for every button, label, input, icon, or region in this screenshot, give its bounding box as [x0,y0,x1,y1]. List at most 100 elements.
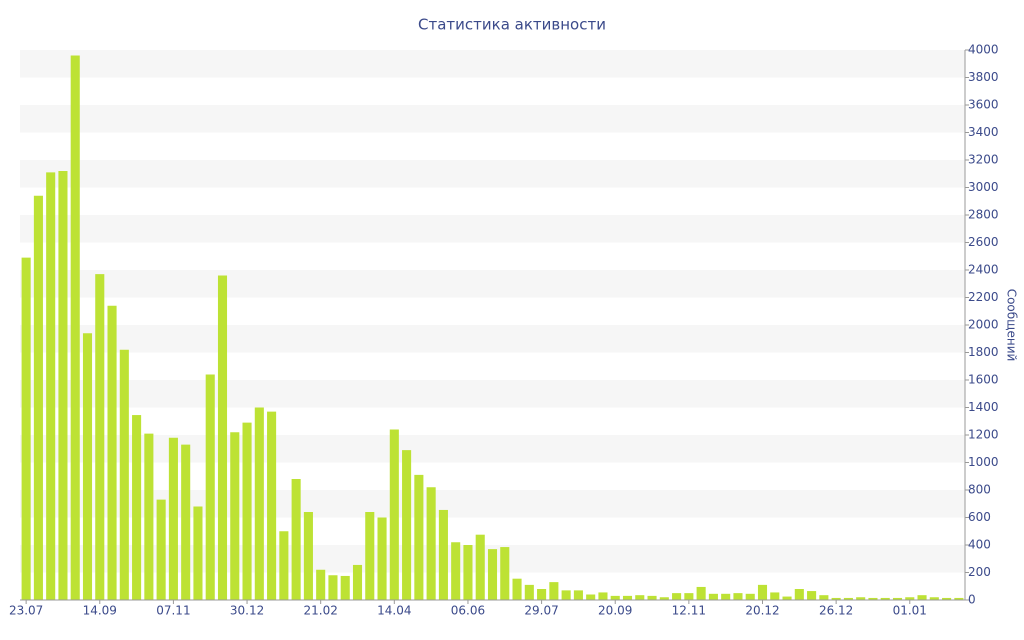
bar [267,411,277,600]
bar [291,479,301,600]
bar [463,545,473,600]
bar [684,593,694,600]
bar [340,575,350,600]
bar [635,595,645,600]
bar [659,597,669,600]
y-tick-label: 2600 [968,235,999,249]
bar [905,597,915,600]
bar [487,549,498,600]
y-tick-label: 3000 [968,180,999,194]
y-tick-label: 0 [968,593,976,607]
bar [929,597,939,600]
x-tick-label: 21.02 [304,604,338,618]
y-tick-label: 2800 [968,208,999,222]
bar [500,547,510,600]
y-tick-label: 400 [968,538,991,552]
bar [119,349,129,600]
bar [254,407,264,600]
grid-band [20,435,965,463]
x-tick-label: 07.11 [156,604,190,618]
y-tick-label: 800 [968,483,991,497]
y-tick-label: 1800 [968,345,999,359]
bar [193,506,203,600]
bar [573,590,583,600]
x-tick-label: 20.12 [745,604,779,618]
y-tick-label: 3800 [968,70,999,84]
bar [438,509,448,600]
bar [230,432,240,600]
y-tick-label: 4000 [968,43,999,57]
y-tick-label: 200 [968,565,991,579]
y-tick-label: 1200 [968,428,999,442]
bar [880,597,890,600]
bar [524,584,534,600]
bar [205,374,215,600]
y-tick-label: 2200 [968,290,999,304]
bar [46,172,56,600]
x-tick-label: 01.01 [893,604,927,618]
x-tick-label: 14.04 [377,604,411,618]
bar [696,586,706,600]
bar [168,437,178,600]
bar [586,594,596,600]
x-tick-label: 20.09 [598,604,632,618]
bar [279,531,289,600]
bar [954,597,964,600]
grid-band [20,325,965,353]
bar [807,591,817,600]
bar [561,590,571,600]
bar [610,595,620,600]
bar [377,517,387,600]
bar [58,171,68,600]
y-tick-label: 2400 [968,263,999,277]
bar [868,597,878,600]
grid-band [20,105,965,133]
bar [942,597,952,600]
bar [328,575,338,600]
bar [647,595,657,600]
bar [819,595,829,600]
bar [144,433,154,600]
x-tick-label: 23.07 [9,604,43,618]
bar [365,512,375,600]
bar [794,589,804,600]
bar [475,534,485,600]
bar [892,597,903,600]
y-tick-label: 600 [968,510,991,524]
bar [242,422,252,600]
bar [156,499,166,600]
y-tick-label: 1000 [968,455,999,469]
bar [389,429,399,600]
bar [70,55,80,600]
bar [843,597,853,600]
bar [21,257,31,600]
y-tick-label: 3600 [968,98,999,112]
bar [549,582,559,600]
grid-band [20,215,965,243]
y-tick-label: 2000 [968,318,999,332]
bar [95,274,105,600]
bar [512,578,522,600]
bar [537,589,547,600]
x-tick-label: 30.12 [230,604,264,618]
bar [451,542,461,600]
y-tick-label: 1600 [968,373,999,387]
x-tick-label: 14.09 [83,604,117,618]
grid-band [20,380,965,408]
bar [708,593,718,600]
bar [316,569,326,600]
y-tick-label: 1400 [968,400,999,414]
bar [132,415,142,600]
bar [917,595,927,600]
bar [181,444,191,600]
bar [82,333,93,600]
bar [721,593,731,600]
bar [217,275,228,600]
bar [757,584,768,600]
x-tick-label: 06.06 [451,604,485,618]
bar [622,595,633,600]
grid-band [20,270,965,298]
bar [303,512,313,600]
